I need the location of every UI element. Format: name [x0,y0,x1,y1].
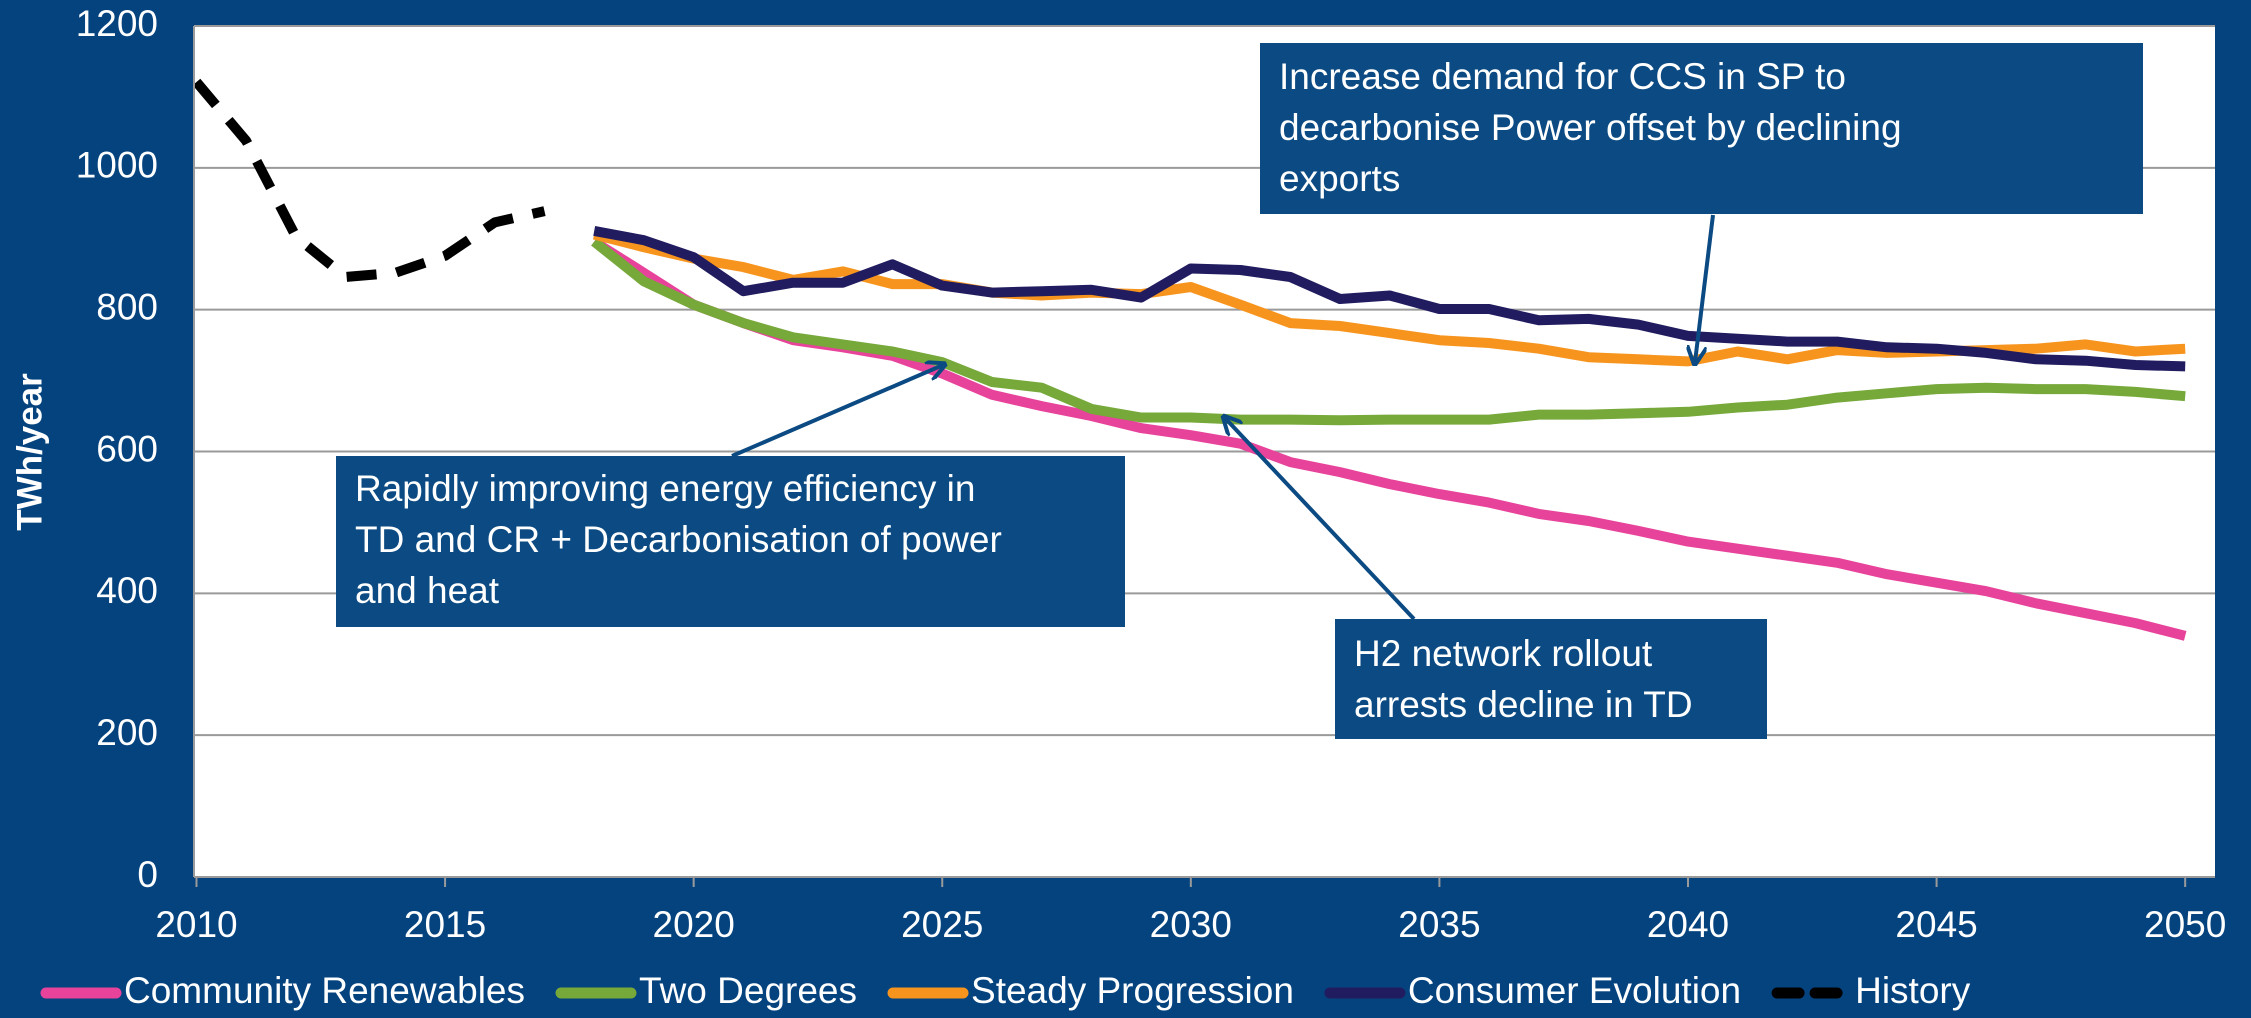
legend-label: Consumer Evolution [1408,970,1741,1011]
y-tick-label: 1200 [76,3,158,44]
annotation-arrow [1225,418,1416,621]
x-tick-label: 2050 [2144,904,2226,945]
annotation-arrow [731,365,943,458]
y-tick-label: 200 [96,712,158,753]
x-tick-label: 2045 [1895,904,1977,945]
annotation-text: H2 network rollout [1354,633,1653,674]
y-tick-label: 800 [96,286,158,327]
series-line [192,78,546,282]
annotation-text: exports [1279,158,1400,199]
legend-label: Two Degrees [639,970,857,1011]
annotation-text: arrests decline in TD [1354,684,1693,725]
x-tick-label: 2040 [1647,904,1729,945]
annotation-box [1260,43,2143,214]
lines [192,78,2187,641]
x-tick-label: 2015 [404,904,486,945]
annotation-text: Rapidly improving energy efficiency in [355,468,975,509]
x-tick-label: 2030 [1150,904,1232,945]
y-tick-label: 0 [137,854,158,895]
x-tick-label: 2035 [1398,904,1480,945]
axes: 0 200 400 600 800 1000 1200 2010 2015 2020 2025 203… [76,3,2227,945]
y-tick-label: 600 [96,428,158,469]
x-tick-label: 2020 [653,904,735,945]
annotation-text: and heat [355,570,500,611]
y-tick-label: 400 [96,570,158,611]
annotations: Increase demand for CCS in SP to decarbon… [336,43,2143,739]
legend-label: Steady Progression [971,970,1294,1011]
series-line [591,237,2186,426]
annotation-arrow [1695,214,1715,362]
series-line [593,225,2186,372]
y-axis-title: TWh/year [10,373,49,531]
x-tick-label: 2010 [155,904,237,945]
legend-label: History [1855,970,1971,1011]
annotation-text: decarbonise Power offset by declining [1279,107,1902,148]
annotation-text: Increase demand for CCS in SP to [1279,56,1846,97]
legend-label: Community Renewables [124,970,525,1011]
annotation-box [336,456,1125,627]
annotation-box [1335,619,1767,739]
y-tick-label: 1000 [76,145,158,186]
x-tick-label: 2025 [901,904,983,945]
annotation-text: TD and CR + Decarbonisation of power [355,519,1002,560]
